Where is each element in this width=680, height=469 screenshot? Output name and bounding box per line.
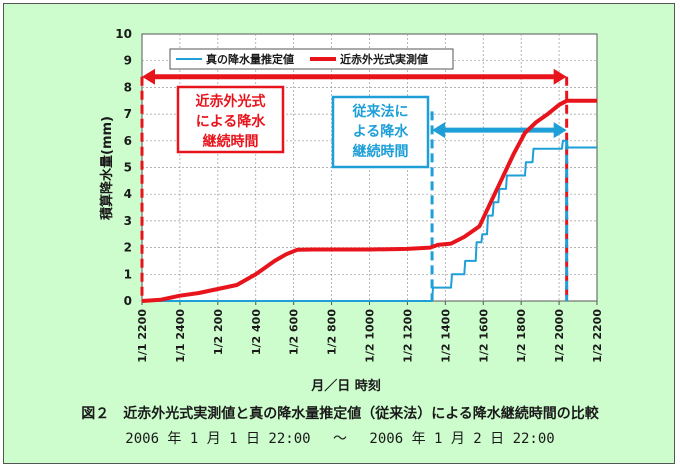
x-tick-label: 1/2 2200 <box>591 309 604 363</box>
x-tick-label: 1/2 1400 <box>439 309 452 363</box>
arrow-head-left <box>432 122 446 139</box>
x-axis-label: 月／日 時刻 <box>310 378 381 394</box>
arrow-head-right <box>553 122 567 139</box>
annotation-label: 従来法に <box>352 103 409 120</box>
annotation-label: よる降水 <box>353 123 410 140</box>
y-tick-label: 7 <box>124 107 132 121</box>
series-line-nir-measured <box>141 98 597 303</box>
y-tick-label: 6 <box>124 134 132 148</box>
x-tick-label: 1/1 2200 <box>136 309 149 363</box>
y-tick-label: 5 <box>124 161 132 175</box>
y-tick-label: 3 <box>124 214 132 228</box>
y-tick-label: 2 <box>124 241 132 255</box>
y-tick-label: 10 <box>115 27 132 41</box>
annotation-box <box>331 95 430 169</box>
x-axis-ticks: 1/1 2200 1/1 2400 1/2 200 1/2 400 1/2 600 1/2… <box>136 301 604 363</box>
x-tick-label: 1/2 200 <box>212 309 225 355</box>
x-tick-label: 1/2 1600 <box>477 309 490 363</box>
series-lines <box>141 98 597 303</box>
x-tick-label: 1/2 400 <box>250 309 263 355</box>
series-line-true-estimate <box>142 139 597 302</box>
legend: 真の降水量推定値 近赤外光式実測値 <box>169 48 454 70</box>
figure-caption-title: 図２ 近赤外光式実測値と真の降水量推定値（従来法）による降水継続時間の比較 <box>81 406 599 422</box>
y-tick-label: 9 <box>124 54 132 68</box>
precipitation-chart: 0 1 2 3 4 5 6 7 8 9 10 1/1 2200 1/1 2400 1/2 200 1/2 … <box>99 27 604 394</box>
annotation-box <box>176 85 285 154</box>
annotation-label: 近赤外光式 <box>196 93 266 110</box>
x-tick-label: 1/2 2000 <box>553 309 566 363</box>
x-tick-label: 1/1 2400 <box>174 309 187 363</box>
arrow-head-left <box>142 68 155 85</box>
y-tick-label: 8 <box>124 80 132 94</box>
figure-caption-subtitle: 2006 年 1 月 1 日 22:00 ～ 2006 年 1 月 2 日 22… <box>125 431 555 447</box>
x-tick-label: 1/2 1000 <box>364 309 377 363</box>
legend-entry: 真の降水量推定値 <box>206 52 294 66</box>
arrow-head-right <box>553 68 567 85</box>
y-axis-ticks: 0 1 2 3 4 5 6 7 8 9 10 <box>115 27 132 308</box>
x-tick-label: 1/2 600 <box>288 309 301 355</box>
annotation-label: 継続時間 <box>353 143 409 160</box>
y-tick-label: 4 <box>124 187 132 201</box>
x-tick-label: 1/2 1800 <box>515 309 528 363</box>
y-axis-label: 積算降水量(mm) <box>99 116 115 221</box>
legend-entry: 近赤外光式実測値 <box>340 52 428 66</box>
x-tick-label: 1/2 800 <box>326 309 339 355</box>
y-tick-label: 1 <box>124 267 132 281</box>
annotation-label: 継続時間 <box>203 133 259 150</box>
x-tick-label: 1/2 1200 <box>401 309 414 363</box>
y-tick-label: 0 <box>124 294 132 308</box>
annotation-label: による降水 <box>196 113 267 130</box>
